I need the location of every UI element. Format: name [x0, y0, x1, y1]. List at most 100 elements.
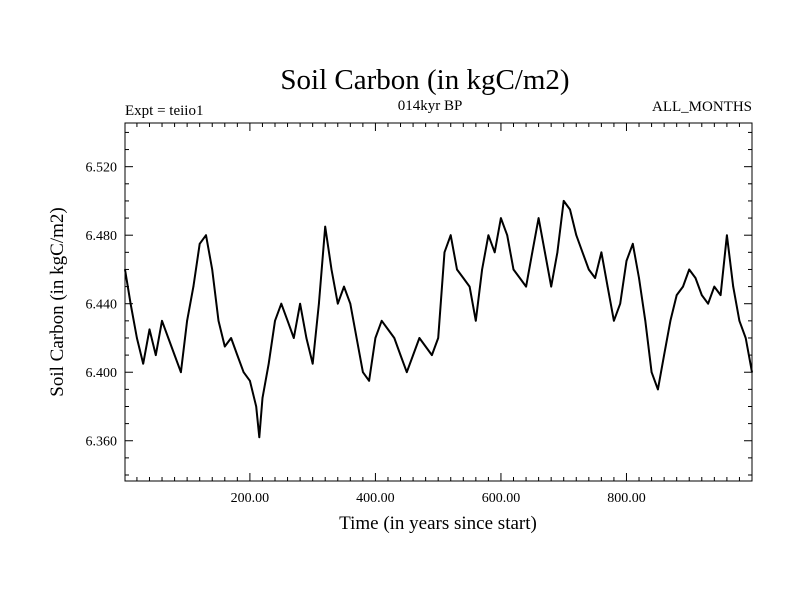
data-point — [255, 405, 257, 408]
data-point — [500, 217, 502, 219]
data-point — [393, 337, 396, 339]
data-point — [468, 285, 471, 288]
data-point — [311, 362, 314, 365]
plot-area: 200.00 400.00 600.00 800.00 6.360 6.400 6.440 6… — [86, 122, 753, 506]
data-point — [506, 234, 509, 236]
data-point — [531, 251, 534, 254]
x-tick-label: 600.00 — [482, 491, 521, 506]
data-point — [180, 371, 182, 374]
data-point — [744, 337, 747, 339]
series-line — [124, 199, 753, 439]
x-tick-label: 400.00 — [356, 491, 395, 506]
data-point — [493, 251, 496, 254]
data-point — [726, 234, 728, 236]
data-point — [431, 354, 433, 356]
data-point — [443, 251, 446, 254]
data-point — [669, 320, 672, 322]
data-point — [280, 302, 283, 305]
data-point — [249, 380, 251, 382]
data-point — [299, 302, 301, 305]
y-axis-label: Soil Carbon (in kgC/m2) — [47, 207, 68, 396]
data-point — [161, 320, 163, 322]
x-tick-label: 800.00 — [607, 491, 646, 506]
data-point — [613, 320, 615, 322]
y-tick-label: 6.480 — [86, 229, 118, 244]
data-point — [437, 337, 440, 339]
data-point — [675, 294, 678, 296]
data-point — [719, 294, 722, 296]
x-tick-label: 200.00 — [231, 491, 270, 506]
data-point — [512, 268, 515, 271]
data-point — [644, 320, 647, 322]
data-point — [732, 285, 734, 288]
data-point — [751, 371, 753, 374]
data-point — [713, 285, 716, 288]
data-point — [406, 371, 408, 374]
data-point — [544, 251, 546, 254]
data-point — [217, 320, 220, 322]
data-point — [475, 320, 477, 322]
data-point — [519, 277, 521, 279]
data-point — [136, 337, 138, 339]
data-point — [192, 285, 195, 288]
data-point — [481, 268, 483, 271]
data-point — [619, 302, 621, 305]
data-point — [588, 268, 590, 271]
data-point — [286, 320, 289, 322]
data-point — [688, 268, 690, 271]
data-point — [324, 225, 327, 228]
data-point — [562, 200, 565, 202]
period-label: 014kyr BP — [398, 98, 463, 114]
data-point — [569, 208, 571, 211]
data-point — [230, 337, 232, 339]
data-point — [456, 268, 458, 271]
data-point — [399, 354, 402, 356]
data-point — [663, 354, 665, 356]
data-point — [258, 436, 261, 439]
data-point — [224, 345, 226, 348]
data-point — [167, 337, 170, 339]
data-point — [581, 251, 584, 254]
months-label: ALL_MONTHS — [652, 99, 752, 115]
data-point — [142, 362, 144, 365]
data-point — [173, 354, 176, 356]
data-point — [449, 234, 452, 236]
chart-title: Soil Carbon (in kgC/m2) — [280, 64, 569, 96]
data-point — [267, 362, 270, 365]
y-tick-label: 6.400 — [86, 366, 118, 381]
data-point — [380, 320, 383, 322]
data-point — [600, 251, 603, 254]
data-point — [362, 371, 364, 374]
data-point — [632, 243, 634, 245]
data-point — [594, 277, 596, 279]
data-point — [242, 371, 245, 374]
data-point — [124, 268, 126, 271]
data-point — [343, 285, 345, 288]
data-point — [236, 354, 239, 356]
data-point — [198, 243, 201, 245]
data-point — [355, 337, 358, 339]
data-point — [650, 371, 653, 374]
data-point — [525, 285, 527, 288]
data-point — [274, 320, 276, 322]
x-axis-label: Time (in years since start) — [339, 513, 537, 534]
data-point — [186, 320, 188, 322]
data-point — [657, 388, 659, 391]
data-point — [575, 234, 578, 236]
data-point — [487, 234, 490, 236]
data-point — [368, 380, 370, 382]
data-point — [129, 302, 132, 305]
data-point — [701, 294, 703, 296]
data-point — [537, 217, 540, 219]
y-tick-label: 6.440 — [86, 298, 118, 313]
data-point — [707, 302, 709, 305]
data-point — [205, 234, 207, 236]
data-point — [418, 337, 421, 339]
data-point — [387, 328, 389, 331]
data-point — [211, 268, 213, 271]
data-point — [318, 302, 320, 305]
data-point — [556, 251, 559, 254]
data-point — [412, 354, 414, 356]
data-point — [638, 277, 640, 279]
